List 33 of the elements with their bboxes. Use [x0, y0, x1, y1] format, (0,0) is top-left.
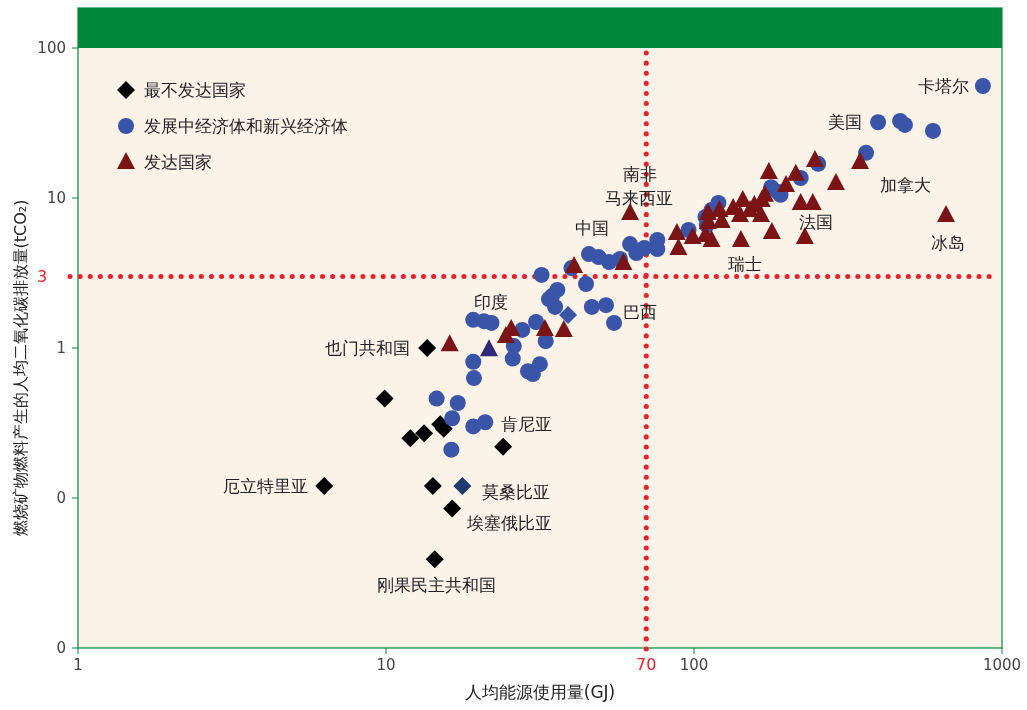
x-axis-title: 人均能源使用量(GJ)	[464, 682, 616, 702]
annotation: 卡塔尔	[917, 76, 969, 96]
ref-line-label: 70	[636, 655, 657, 674]
y-tick-label: 0	[56, 489, 66, 507]
x-tick-label: 10	[376, 656, 396, 674]
annotation: 也门共和国	[325, 338, 411, 358]
annotation: 南非	[623, 164, 658, 185]
annotation: 冰岛	[931, 233, 966, 254]
legend-label: 发达国家	[144, 152, 212, 172]
x-tick-label: 1000	[982, 656, 1022, 674]
annotation: 印度	[474, 291, 509, 312]
annotation: 美国	[828, 112, 863, 133]
annotation: 刚果民主共和国	[377, 575, 497, 596]
y-tick-label: 100	[37, 39, 66, 57]
annotation: 埃塞俄比亚	[466, 512, 553, 533]
annotation: 中国	[574, 218, 609, 239]
y-tick-label: 10	[46, 189, 66, 207]
legend-label: 发展中经济体和新兴经济体	[144, 116, 348, 136]
ref-line-label: 3	[36, 266, 48, 286]
y-axis-title: 燃烧矿物燃料产生的人均二氧化碳排放量(tCO₂)	[11, 199, 30, 537]
legend-label: 最不发达国家	[144, 80, 246, 100]
annotation: 马来西亚	[605, 188, 674, 209]
x-tick-label: 1	[73, 656, 83, 674]
annotation: 法国	[798, 211, 833, 232]
annotation: 瑞士	[727, 253, 762, 274]
annotation: 厄立特里亚	[223, 476, 309, 497]
annotation: 莫桑比亚	[482, 482, 551, 503]
annotation: 巴西	[623, 301, 658, 322]
x-tick-label: 100	[679, 656, 709, 674]
annotation: 加拿大	[879, 174, 931, 195]
y-tick-label: 1	[56, 339, 66, 357]
y-tick-label: 0	[56, 639, 66, 657]
annotation: 肯尼亚	[501, 414, 553, 435]
